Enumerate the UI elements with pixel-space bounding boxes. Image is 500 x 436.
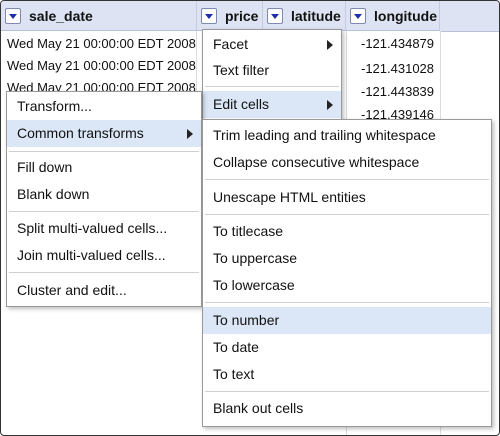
menu-item-label: To date bbox=[213, 339, 259, 355]
column-label: sale_date bbox=[29, 7, 93, 24]
menu-item-unescape[interactable]: Unescape HTML entities bbox=[203, 184, 491, 211]
menu-item-label: To text bbox=[213, 366, 255, 382]
menu-item-to-number[interactable]: To number bbox=[203, 307, 491, 334]
menu-item-transform[interactable]: Transform... bbox=[7, 93, 201, 120]
menu-item-label: Join multi-valued cells... bbox=[17, 247, 166, 263]
table-cell[interactable]: -121.443839 bbox=[361, 84, 435, 99]
common-transforms-menu: Trim leading and trailing whitespace Col… bbox=[202, 119, 492, 427]
column-header-price[interactable]: price bbox=[197, 1, 263, 31]
edit-cells-menu: Transform... Common transforms Fill down… bbox=[6, 91, 202, 307]
column-dropdown-icon[interactable] bbox=[201, 7, 217, 24]
menu-separator bbox=[9, 211, 199, 212]
column-dropdown-icon[interactable] bbox=[5, 7, 21, 24]
table-cell[interactable]: -121.434879 bbox=[361, 36, 435, 51]
menu-item-label: Trim leading and trailing whitespace bbox=[213, 127, 436, 143]
submenu-arrow-icon bbox=[327, 40, 333, 50]
menu-item-label: Collapse consecutive whitespace bbox=[213, 154, 420, 170]
column-header-sale-date[interactable]: sale_date bbox=[1, 1, 197, 31]
menu-separator bbox=[205, 214, 489, 215]
menu-item-label: Cluster and edit... bbox=[17, 282, 127, 298]
menu-item-label: Transform... bbox=[17, 98, 92, 114]
menu-item-to-date[interactable]: To date bbox=[203, 334, 491, 361]
menu-separator bbox=[205, 86, 339, 87]
table-cell[interactable]: Wed May 21 00:00:00 EDT 2008 bbox=[1, 31, 197, 57]
menu-item-blank-down[interactable]: Blank down bbox=[7, 181, 201, 208]
menu-separator bbox=[9, 272, 199, 273]
menu-item-text-filter[interactable]: Text filter bbox=[203, 57, 341, 84]
table-cell[interactable]: -121.439146 bbox=[361, 107, 435, 122]
table-cell[interactable]: -121.431028 bbox=[361, 61, 435, 76]
menu-separator bbox=[9, 151, 199, 152]
menu-item-join[interactable]: Join multi-valued cells... bbox=[7, 242, 201, 269]
menu-item-cluster[interactable]: Cluster and edit... bbox=[7, 277, 201, 304]
menu-item-label: To lowercase bbox=[213, 277, 295, 293]
menu-item-uppercase[interactable]: To uppercase bbox=[203, 245, 491, 272]
menu-item-label: To titlecase bbox=[213, 223, 284, 239]
menu-item-label: To uppercase bbox=[213, 250, 298, 266]
column-label: longitude bbox=[374, 7, 437, 24]
column-dropdown-icon[interactable] bbox=[267, 7, 283, 24]
column-dropdown-icon[interactable] bbox=[350, 7, 366, 24]
menu-item-label: To number bbox=[213, 312, 280, 328]
menu-separator bbox=[205, 391, 489, 392]
menu-item-lowercase[interactable]: To lowercase bbox=[203, 272, 491, 299]
menu-item-label: Fill down bbox=[17, 159, 73, 175]
header-filler bbox=[440, 1, 499, 32]
column-header-longitude[interactable]: longitude bbox=[346, 1, 440, 31]
column-label: price bbox=[225, 7, 259, 24]
menu-item-label: Facet bbox=[213, 36, 249, 52]
submenu-arrow-icon bbox=[187, 129, 193, 139]
menu-item-label: Blank down bbox=[17, 186, 90, 202]
menu-item-edit-cells[interactable]: Edit cells bbox=[203, 91, 341, 118]
menu-item-label: Unescape HTML entities bbox=[213, 189, 366, 205]
column-header-latitude[interactable]: latitude bbox=[263, 1, 346, 31]
menu-separator bbox=[205, 302, 489, 303]
submenu-arrow-icon bbox=[327, 100, 333, 110]
menu-item-collapse[interactable]: Collapse consecutive whitespace bbox=[203, 149, 491, 176]
menu-item-titlecase[interactable]: To titlecase bbox=[203, 218, 491, 245]
menu-item-trim[interactable]: Trim leading and trailing whitespace bbox=[203, 122, 491, 149]
menu-separator bbox=[205, 179, 489, 180]
menu-item-label: Common transforms bbox=[17, 125, 144, 141]
menu-item-label: Blank out cells bbox=[213, 400, 304, 416]
menu-item-split[interactable]: Split multi-valued cells... bbox=[7, 215, 201, 242]
menu-item-fill-down[interactable]: Fill down bbox=[7, 154, 201, 181]
price-column-menu: Facet Text filter Edit cells bbox=[202, 29, 342, 121]
menu-item-common-transforms[interactable]: Common transforms bbox=[7, 120, 201, 147]
menu-item-blank-out[interactable]: Blank out cells bbox=[203, 395, 491, 422]
column-label: latitude bbox=[291, 7, 341, 24]
menu-item-label: Split multi-valued cells... bbox=[17, 220, 168, 236]
menu-item-to-text[interactable]: To text bbox=[203, 361, 491, 388]
menu-item-label: Text filter bbox=[213, 62, 270, 78]
table-cell[interactable]: Wed May 21 00:00:00 EDT 2008 bbox=[1, 53, 197, 79]
menu-item-facet[interactable]: Facet bbox=[203, 31, 341, 58]
menu-item-label: Edit cells bbox=[213, 96, 270, 112]
